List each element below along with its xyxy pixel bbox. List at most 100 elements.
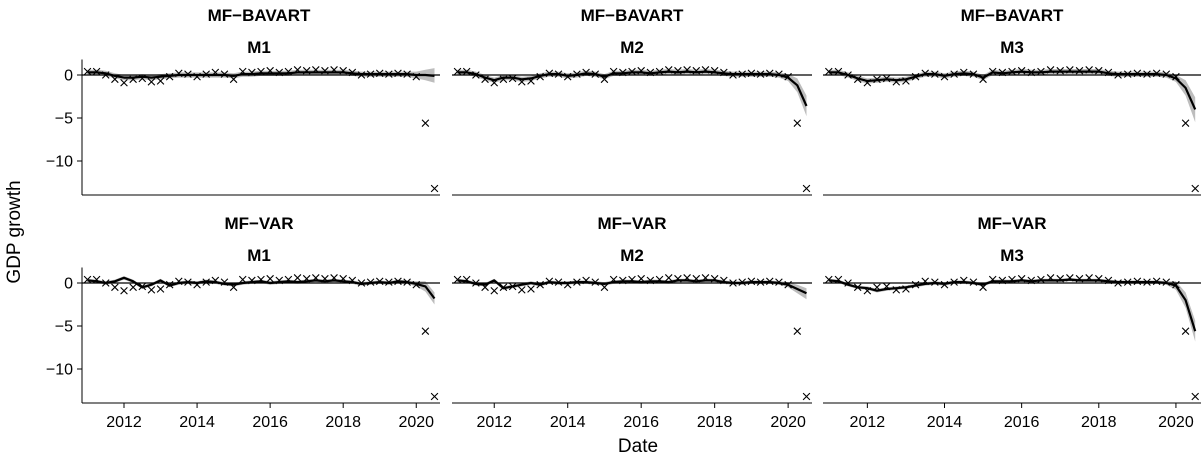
actual-point [508,74,517,83]
actual-point [348,276,357,285]
actual-point [1017,66,1026,75]
panel-title: MF−BAVART [581,6,684,25]
actual-point [1181,119,1190,127]
actual-point [339,66,347,75]
actual-point [554,278,563,286]
actual-point [710,274,719,283]
actual-point [1143,278,1151,286]
panel-title: MF−BAVART [208,6,311,25]
panel-subtitle: M2 [620,246,644,265]
x-tick-label: 2016 [252,414,288,431]
actual-point [979,75,987,84]
actual-point [1056,274,1064,283]
actual-point [348,68,357,77]
actual-point [111,283,119,292]
actual-point [394,277,402,286]
x-tick-label: 2020 [1158,414,1194,431]
actual-point [1027,276,1036,285]
actual-point [330,66,338,74]
panel-title: MF−VAR [977,214,1046,233]
actual-point [339,274,347,283]
actual-point [554,70,563,78]
actual-point [490,286,499,295]
actual-point [321,274,329,283]
actual-point [911,72,920,81]
actual-point [873,75,881,84]
actual-point [1152,69,1161,78]
forecast-line [457,279,807,295]
actual-point [775,70,783,78]
actual-point [92,67,101,76]
actual-point [312,274,320,282]
actual-point [834,275,843,284]
actual-point [138,74,147,83]
actual-point [481,283,489,292]
actual-point [1037,67,1045,76]
actual-point [591,70,600,78]
actual-point [692,66,701,75]
actual-point [1181,327,1190,335]
actual-point [931,70,939,78]
actual-point [1104,68,1113,77]
actual-point [184,278,192,286]
actual-point [628,67,636,76]
actual-point [692,274,701,283]
actual-point [147,286,156,294]
forecast-line [828,70,1197,110]
actual-point [156,77,165,85]
actual-point [412,72,421,81]
actual-point [1104,276,1113,285]
actual-point [175,69,183,78]
actual-point [184,70,192,78]
actual-point [844,71,852,79]
actual-point [518,78,526,86]
actual-point [357,71,366,79]
actual-point [101,71,110,79]
actual-point [1095,66,1103,75]
actual-point [802,392,811,401]
actual-point [545,69,554,78]
actual-point [824,275,833,284]
panel-subtitle: M2 [620,38,644,57]
x-tick-label: 2014 [927,414,963,431]
actual-point [284,67,293,76]
panel-title: MF−VAR [597,214,666,233]
actual-point [1095,274,1103,283]
panel-5: MF−VAR M2 2012 2014 2016 2018 2020 [452,214,812,431]
actual-point [1046,274,1055,282]
x-tick-label: 2018 [1081,414,1117,431]
actual-point [931,278,939,286]
actual-point [844,279,852,287]
actual-point [683,66,691,74]
y-tick-label: 0 [64,68,73,85]
actual-point [563,280,572,289]
actual-point [302,66,311,75]
actual-point [1008,67,1016,76]
actual-point [619,276,627,285]
actual-point [275,68,284,77]
x-tick-label: 2016 [1004,414,1040,431]
x-tick-label: 2014 [179,414,215,431]
actual-point [385,278,393,286]
actual-point [765,277,774,286]
actual-point [421,327,430,335]
actual-point [385,70,393,78]
actual-point [784,280,792,289]
actual-point [175,277,183,286]
actual-point [988,275,997,284]
actual-point [793,119,802,127]
actual-point [563,72,572,81]
actual-point [591,278,600,286]
actual-point [1162,278,1171,286]
actual-point [892,78,901,86]
actual-point [701,274,710,282]
actual-point [600,283,609,292]
x-axis-label: Date [618,436,658,457]
actual-point [129,75,137,84]
actual-point [637,66,645,75]
actual-point [619,68,627,77]
actual-point [988,67,997,76]
x-tick-label: 2012 [106,414,142,431]
actual-point [302,274,311,283]
actual-point [220,70,229,78]
